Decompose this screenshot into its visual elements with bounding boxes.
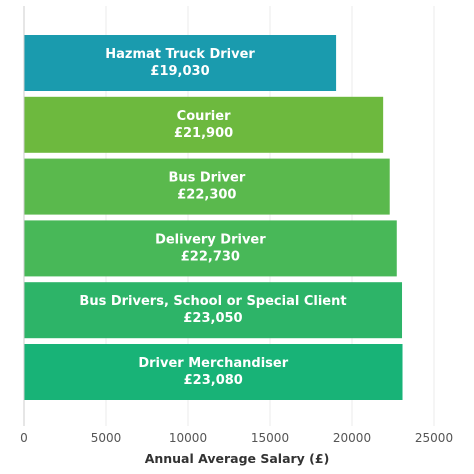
bar-value-label: £23,080 [184,373,243,388]
bar-group: Bus Drivers, School or Special Client £23… [24,282,403,339]
x-axis-ticks: 0 5000 10000 15000 20000 25000 [20,431,453,445]
bar-value-label: £23,050 [183,311,242,326]
x-tick-label: 5000 [91,431,122,445]
x-tick-label: 20000 [333,431,371,445]
x-tick-label: 0 [20,431,28,445]
bar [24,158,390,215]
bar-category-label: Driver Merchandiser [138,356,288,371]
bar-category-label: Delivery Driver [155,232,266,247]
bar-value-label: £22,730 [181,249,240,264]
x-tick-label: 10000 [169,431,207,445]
bar [24,282,403,339]
bar-category-label: Hazmat Truck Driver [105,47,255,62]
bar [24,344,403,400]
bar-group: Courier £21,900 [24,96,384,153]
bar-value-label: £22,300 [177,188,236,203]
bar-value-label: £19,030 [150,64,209,79]
bars: Hazmat Truck Driver £19,030 Courier £21,900… [24,35,403,400]
bar-category-label: Bus Drivers, School or Special Client [79,294,346,309]
x-tick-label: 25000 [415,431,453,445]
bar [24,96,384,153]
x-tick-label: 15000 [251,431,289,445]
bar-group: Driver Merchandiser £23,080 [24,344,403,400]
bar-group: Bus Driver £22,300 [24,158,390,215]
bar-category-label: Bus Driver [168,171,245,186]
bar-group: Hazmat Truck Driver £19,030 [24,35,337,91]
x-axis-title: Annual Average Salary (£) [145,451,330,466]
bar-category-label: Courier [177,109,231,124]
bar-group: Delivery Driver £22,730 [24,220,397,277]
bar-value-label: £21,900 [174,126,233,141]
bar [24,35,337,91]
bar [24,220,397,277]
